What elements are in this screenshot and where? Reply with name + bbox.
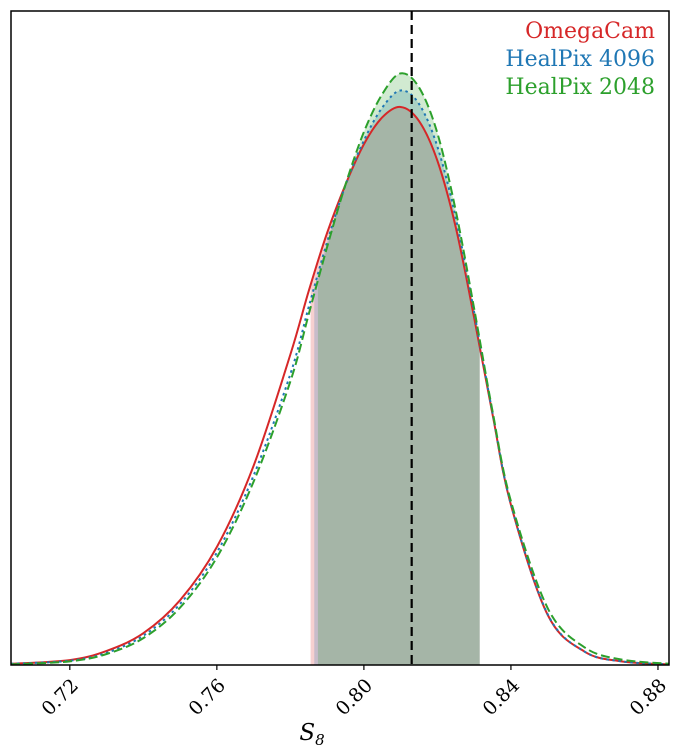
credible-interval-fill-healpix-4096 xyxy=(314,90,480,666)
x-tick-label: 0.88 xyxy=(626,675,671,720)
posterior-curve-healpix-4096 xyxy=(10,89,670,666)
x-axis-label: S8 xyxy=(299,720,324,749)
x-tick-label: 0.76 xyxy=(185,675,230,720)
posterior-curves xyxy=(10,72,670,666)
legend: OmegaCam HealPix 4096 HealPix 2048 xyxy=(505,19,655,100)
legend-entry-healpix-4096: HealPix 4096 xyxy=(505,47,655,72)
legend-entry-omegacam: OmegaCam xyxy=(525,19,655,44)
legend-entry-healpix-2048: HealPix 2048 xyxy=(505,75,655,100)
x-axis-label-subscript: 8 xyxy=(315,731,325,749)
x-tick-label: 0.84 xyxy=(479,675,524,720)
posterior-curve-healpix-2048 xyxy=(10,72,670,666)
x-axis-ticks: 0.72 0.76 0.80 0.84 0.88 xyxy=(37,665,671,720)
x-tick-label: 0.80 xyxy=(332,675,377,720)
plot-frame xyxy=(10,10,670,666)
credible-interval-fills xyxy=(310,73,480,666)
credible-interval-fill-omegacam xyxy=(310,106,480,665)
x-axis-label-main: S xyxy=(299,720,315,746)
x-tick-label: 0.72 xyxy=(37,675,82,720)
credible-interval-fill-healpix-2048 xyxy=(317,73,480,665)
